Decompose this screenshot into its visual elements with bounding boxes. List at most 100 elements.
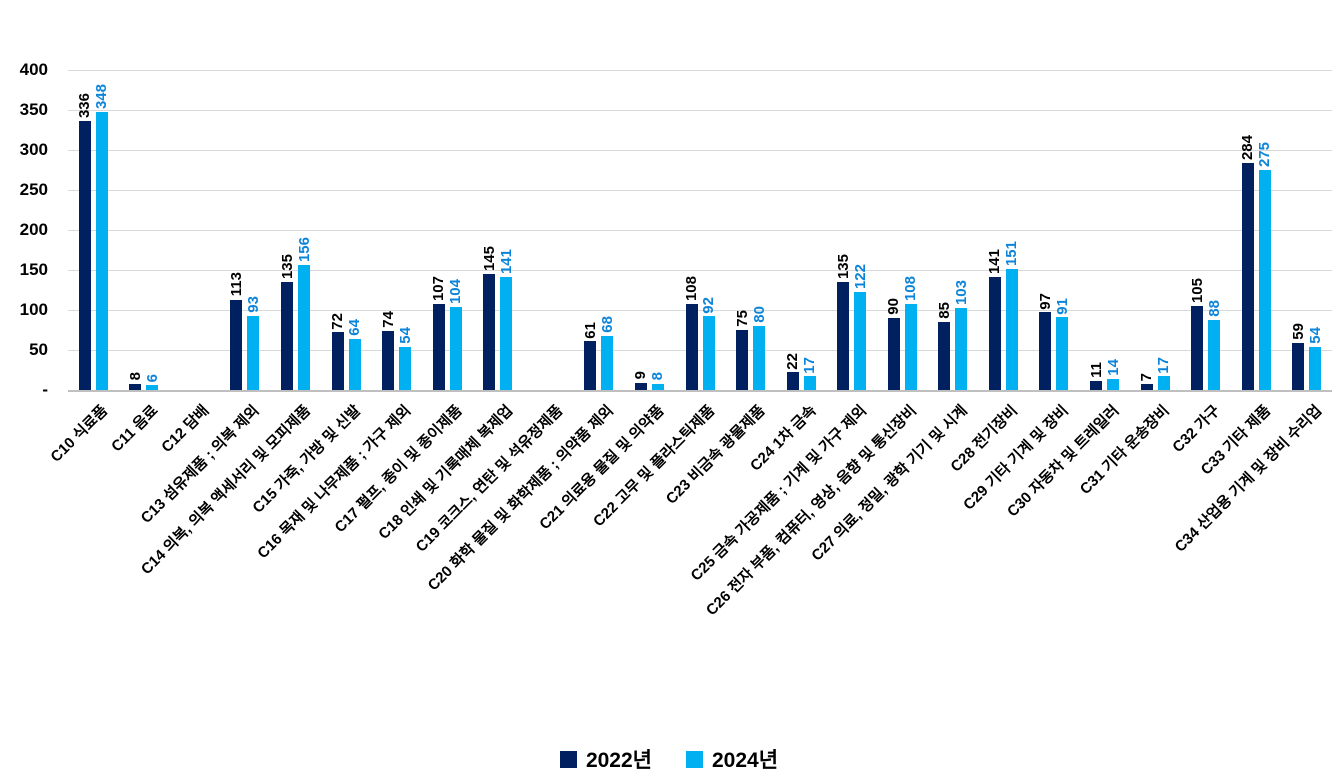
category-column: 97 91 bbox=[1029, 70, 1080, 390]
bar-group: 6 bbox=[144, 374, 161, 390]
category-label: C11 음료 bbox=[108, 402, 162, 456]
bar-group: 108 bbox=[902, 276, 919, 390]
gridline bbox=[68, 190, 1332, 191]
category-column: 22 17 bbox=[776, 70, 827, 390]
y-tick-label: 150 bbox=[19, 260, 48, 279]
category-column: 284 275 bbox=[1231, 70, 1282, 390]
bar-group: 156 bbox=[296, 237, 313, 390]
bar-group: 113 bbox=[227, 272, 245, 390]
bar-value-label-2022년: 141 bbox=[986, 249, 1004, 275]
bar-value-label-2022년: 9 bbox=[632, 371, 650, 380]
plot-area: 336 348 8 6 113 93 135 156 72 64 74 54 107 104 145 141 6… bbox=[68, 70, 1332, 390]
bar-value-label-2024년: 54 bbox=[1306, 327, 1324, 344]
bar-2024년 bbox=[601, 335, 614, 390]
x-axis-line bbox=[68, 390, 1332, 392]
category-column: 107 104 bbox=[422, 70, 473, 390]
bar-2022년 bbox=[837, 282, 850, 390]
bar-group: 348 bbox=[93, 83, 111, 390]
bar-group: 22 bbox=[784, 353, 801, 390]
bar-2024년 bbox=[955, 307, 968, 390]
bar-group: 68 bbox=[598, 315, 616, 390]
bar-group: 151 bbox=[1003, 241, 1021, 390]
category-column: 85 103 bbox=[928, 70, 979, 390]
bar-2024년 bbox=[904, 303, 917, 390]
legend-swatch-2022 bbox=[559, 750, 577, 768]
bar-value-label-2024년: 151 bbox=[1003, 241, 1021, 267]
y-tick-label: - bbox=[42, 380, 48, 399]
category-column: 61 68 bbox=[574, 70, 625, 390]
bar-2024년 bbox=[1208, 319, 1221, 390]
bar-group: 105 bbox=[1188, 277, 1206, 390]
bar-group: 104 bbox=[447, 279, 464, 390]
bar-value-label-2022년: 284 bbox=[1239, 134, 1257, 160]
legend-label-2024: 2024년 bbox=[712, 749, 779, 772]
y-tick-label: 350 bbox=[19, 100, 48, 119]
bar-group: 64 bbox=[346, 319, 363, 390]
category-column: 75 80 bbox=[725, 70, 776, 390]
category-label: C10 식료품 bbox=[47, 402, 112, 466]
bar-2024년 bbox=[651, 383, 664, 390]
bar-group: 145 bbox=[480, 245, 498, 390]
legend-entry-2022: 2022년 bbox=[559, 744, 652, 774]
bar-2022년 bbox=[281, 282, 294, 390]
gridline bbox=[68, 70, 1332, 71]
bar-group: 85 bbox=[936, 302, 953, 390]
bar-value-label-2022년: 113 bbox=[227, 272, 245, 297]
bar-2024년 bbox=[247, 315, 260, 390]
bar-value-label-2022년: 8 bbox=[126, 372, 144, 381]
bar-value-label-2022년: 11 bbox=[1087, 362, 1105, 379]
bar-value-label-2024년: 14 bbox=[1104, 359, 1122, 376]
category-column: 74 54 bbox=[371, 70, 422, 390]
bar-2022년 bbox=[230, 299, 243, 390]
bar-group: 135 bbox=[279, 254, 296, 390]
category-column: 11 14 bbox=[1079, 70, 1130, 390]
bar-value-label-2022년: 75 bbox=[733, 310, 751, 327]
bar-value-label-2022년: 108 bbox=[683, 275, 701, 301]
bar-2024년 bbox=[753, 326, 766, 390]
bar-value-label-2022년: 105 bbox=[1188, 277, 1206, 303]
bar-2022년 bbox=[129, 383, 142, 390]
bar-group: 92 bbox=[700, 297, 717, 390]
bar-group: 54 bbox=[397, 327, 414, 390]
category-label: C31 기타 운송장비 bbox=[1077, 402, 1174, 498]
gridline bbox=[68, 110, 1332, 111]
bar-group: 75 bbox=[733, 310, 751, 390]
bar-2024년 bbox=[1005, 269, 1018, 390]
bar-group: 284 bbox=[1239, 134, 1257, 390]
bar-group: 9 bbox=[632, 371, 650, 390]
bar-2022년 bbox=[1292, 342, 1305, 390]
bar-value-label-2024년: 348 bbox=[93, 83, 111, 109]
category-column: 90 108 bbox=[877, 70, 928, 390]
bar-2022년 bbox=[736, 330, 749, 390]
bar-group: 141 bbox=[498, 249, 515, 390]
bar-2022년 bbox=[887, 318, 900, 390]
bar-group: 336 bbox=[76, 93, 93, 390]
bar-group: 135 bbox=[835, 254, 852, 390]
bar-group: 61 bbox=[582, 322, 599, 390]
legend-label-2022: 2022년 bbox=[585, 749, 652, 772]
bar-2022년 bbox=[786, 372, 799, 390]
bar-value-label-2024년: 17 bbox=[1155, 356, 1173, 374]
bar-group: 74 bbox=[379, 311, 397, 390]
bar-value-label-2024년: 93 bbox=[244, 295, 262, 313]
bar-2022년 bbox=[1039, 312, 1052, 390]
bar-value-label-2024년: 68 bbox=[598, 315, 616, 333]
bar-2024년 bbox=[1056, 317, 1069, 390]
bar-value-label-2022년: 97 bbox=[1036, 292, 1054, 310]
bar-group: 107 bbox=[430, 276, 447, 390]
bar-value-label-2022년: 145 bbox=[480, 245, 498, 271]
category-label: C20 화학 물질 및 화학제품 ; 의약품 제외 bbox=[424, 402, 617, 595]
category-column: 135 156 bbox=[270, 70, 321, 390]
legend: 2022년 2024년 bbox=[0, 744, 1338, 774]
bar-value-label-2022년: 7 bbox=[1138, 373, 1156, 382]
gridline bbox=[68, 270, 1332, 271]
bar-group: 59 bbox=[1290, 323, 1307, 390]
bar-2022년 bbox=[938, 322, 951, 390]
category-column bbox=[523, 70, 574, 390]
bar-value-label-2022년: 74 bbox=[379, 311, 397, 328]
bar-group: 11 bbox=[1087, 362, 1105, 390]
category-column: 105 88 bbox=[1180, 70, 1231, 390]
category-column: 135 122 bbox=[826, 70, 877, 390]
y-tick-label: 200 bbox=[19, 220, 48, 239]
